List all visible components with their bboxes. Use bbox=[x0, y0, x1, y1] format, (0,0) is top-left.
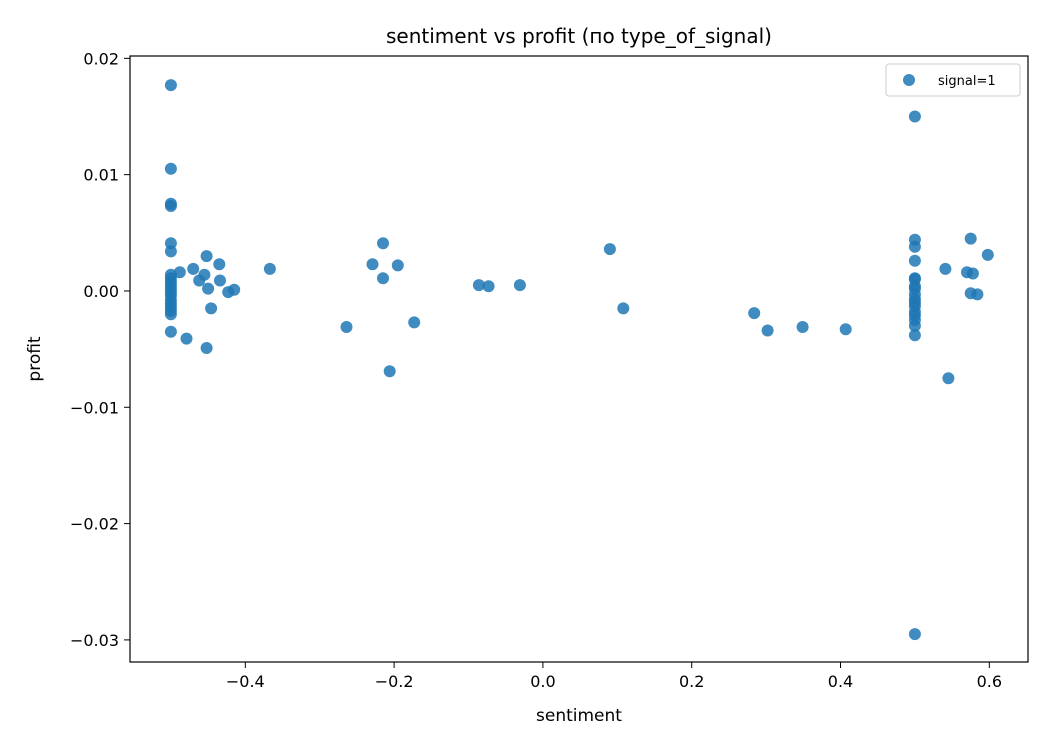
data-point bbox=[908, 628, 921, 641]
data-point bbox=[839, 323, 852, 336]
data-point bbox=[205, 302, 218, 315]
data-point bbox=[202, 282, 215, 295]
data-point bbox=[164, 325, 177, 338]
data-point bbox=[228, 283, 241, 296]
x-tick-label: 0.2 bbox=[679, 672, 704, 691]
data-point bbox=[200, 342, 213, 354]
plot-frame bbox=[129, 55, 1029, 663]
data-point bbox=[939, 262, 952, 275]
data-point bbox=[908, 254, 921, 267]
axis-ticks: −0.4 −0.2 0.0 0.2 0.4 0.6 −0.03 −0.02 −0.01 0.00 0… bbox=[70, 49, 1002, 691]
data-point bbox=[214, 274, 226, 287]
data-point bbox=[377, 272, 389, 285]
data-point bbox=[164, 200, 177, 212]
x-tick-label: −0.4 bbox=[226, 672, 265, 691]
data-points bbox=[164, 79, 994, 641]
y-tick-label: −0.03 bbox=[70, 631, 119, 650]
data-point bbox=[482, 280, 495, 293]
data-point bbox=[180, 332, 193, 345]
data-point bbox=[198, 268, 211, 281]
data-point bbox=[908, 329, 921, 342]
data-point bbox=[942, 372, 955, 385]
x-tick-label: 0.0 bbox=[530, 672, 555, 691]
data-point bbox=[213, 258, 226, 271]
data-point bbox=[408, 316, 421, 329]
data-point bbox=[383, 365, 396, 378]
data-point bbox=[908, 110, 921, 123]
data-point bbox=[617, 302, 630, 315]
chart-title: sentiment vs profit (по type_of_signal) bbox=[386, 24, 772, 48]
data-point bbox=[966, 267, 979, 280]
data-point bbox=[377, 237, 389, 250]
data-point bbox=[971, 288, 984, 301]
data-point bbox=[340, 321, 353, 333]
data-point bbox=[173, 266, 186, 279]
data-point bbox=[908, 240, 921, 253]
data-point bbox=[796, 321, 809, 333]
y-axis-title: profit bbox=[25, 336, 45, 382]
data-point bbox=[748, 307, 761, 320]
data-point bbox=[391, 259, 404, 272]
y-tick-label: 0.02 bbox=[83, 49, 119, 68]
data-point bbox=[513, 279, 526, 292]
data-point bbox=[603, 243, 616, 256]
x-tick-label: 0.6 bbox=[977, 672, 1002, 691]
data-point bbox=[164, 162, 177, 175]
y-tick-label: −0.01 bbox=[70, 398, 119, 417]
data-point bbox=[263, 262, 276, 275]
y-tick-label: 0.01 bbox=[83, 166, 119, 185]
legend-label: signal=1 bbox=[938, 74, 996, 89]
data-point bbox=[472, 279, 485, 292]
x-tick-label: −0.2 bbox=[375, 672, 414, 691]
data-point bbox=[761, 324, 774, 337]
x-axis-title: sentiment bbox=[536, 706, 622, 726]
data-point bbox=[200, 250, 213, 263]
data-point bbox=[981, 248, 994, 261]
data-point bbox=[964, 232, 977, 245]
data-point bbox=[187, 262, 200, 275]
data-point bbox=[164, 79, 177, 92]
y-tick-label: −0.02 bbox=[70, 515, 119, 534]
data-point bbox=[366, 258, 379, 271]
legend-marker bbox=[903, 74, 915, 86]
legend: signal=1 bbox=[885, 63, 1021, 97]
data-point bbox=[164, 245, 177, 258]
data-point bbox=[908, 319, 921, 332]
legend-frame bbox=[885, 63, 1021, 97]
x-tick-label: 0.4 bbox=[828, 672, 853, 691]
data-point bbox=[164, 308, 177, 321]
y-tick-label: 0.00 bbox=[83, 282, 119, 301]
